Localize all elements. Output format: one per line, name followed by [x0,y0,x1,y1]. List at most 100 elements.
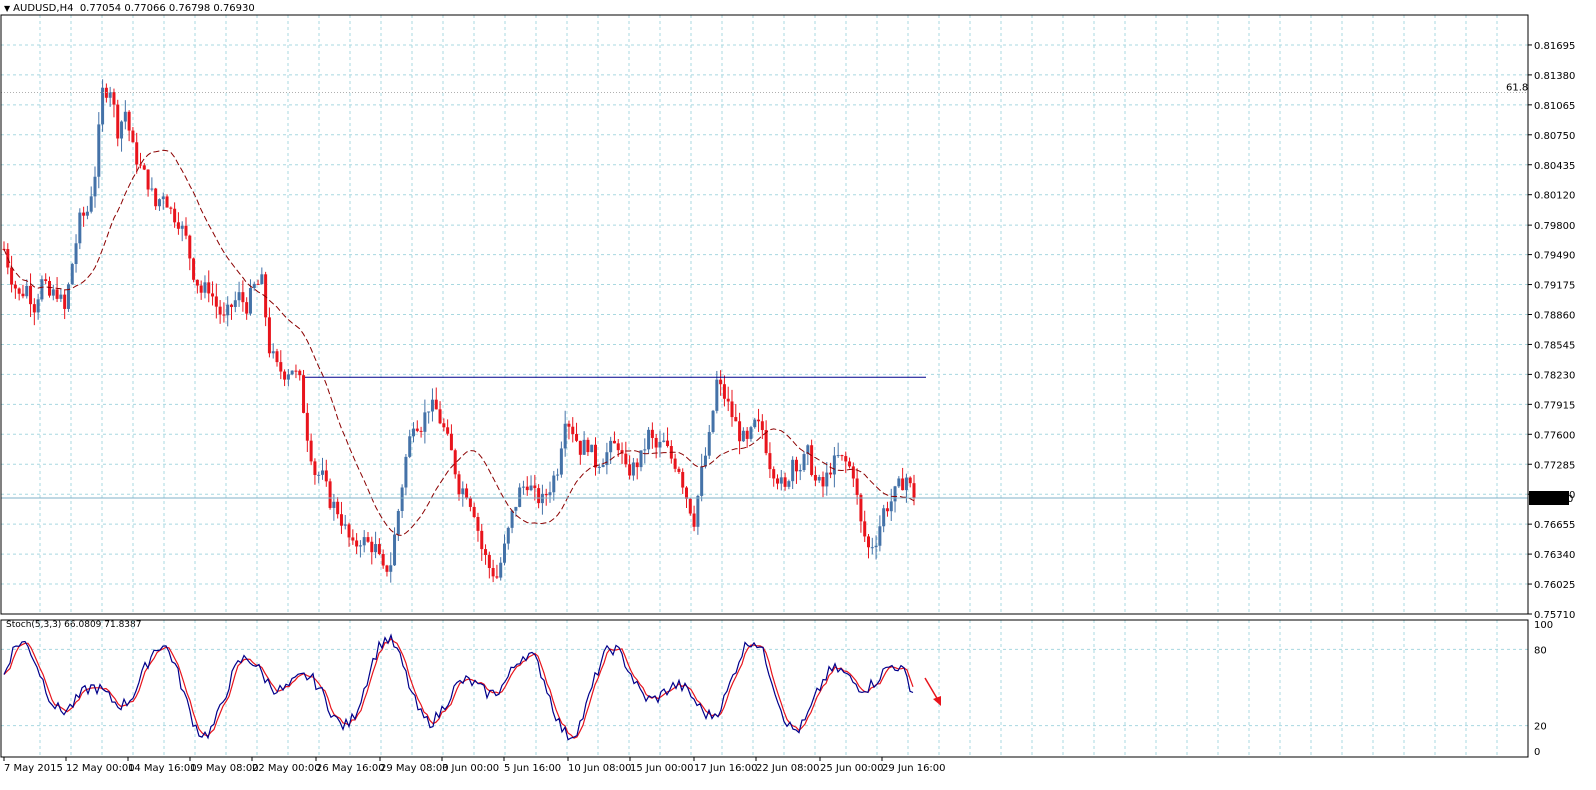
candle-body [700,466,704,496]
current-price-label: 0.76930 [1532,494,1573,505]
price-tick-label: 0.81380 [1534,71,1575,82]
candle-body [351,537,355,541]
candle-body [355,540,359,547]
candle-body [491,568,495,577]
candle-body [662,440,666,442]
candle-body [74,243,78,265]
candle-body [768,453,772,470]
candle-body [855,478,859,495]
candle-body [142,165,146,170]
candle-body [836,455,840,457]
candle-body [639,450,643,468]
candle-body [404,456,408,488]
candle-body [851,466,855,479]
candle-body [821,477,825,487]
candle-body [161,196,165,200]
candle-body [203,282,207,293]
candle-body [59,294,63,299]
candle-body [798,470,802,472]
price-tick-label: 0.77915 [1534,400,1575,411]
candle-body [317,474,321,476]
candle-body [772,469,776,479]
candle-body [685,487,688,499]
candle-body [544,493,548,496]
candle-body [901,478,905,491]
candle-body [506,527,510,544]
down-arrow-icon [924,677,939,701]
fib-61-8-label: 61.8 [1506,82,1528,93]
candle-body [825,472,829,487]
candle-body [893,486,897,502]
candle-body [696,495,700,527]
candle-body [17,288,21,294]
candle-body [870,547,874,549]
candle-body [628,464,632,476]
candle-body [385,565,389,572]
time-label: 26 May 16:00 [316,763,385,774]
candle-body [612,440,616,444]
candle-body [760,421,764,431]
time-label: 7 May 2015 [4,763,63,774]
moving-average-line [3,149,915,536]
candle-body [55,289,59,299]
candle-body [631,462,635,476]
candle-body [753,419,757,428]
candle-body [840,455,844,457]
symbol-label: AUDUSD,H4 [13,3,74,14]
candle-body [681,471,685,488]
candle-body [897,478,901,487]
price-tick-label: 0.76970 [1534,490,1575,501]
collapse-triangle-icon[interactable]: ▼ [4,4,11,13]
candle-body [666,440,670,447]
candle-body [510,510,514,528]
price-tick-label: 0.80120 [1534,191,1575,202]
stoch-tick-label: 80 [1534,645,1547,656]
candle-body [829,472,833,475]
candle-body [521,486,525,488]
candle-body [36,299,40,313]
grid [1,15,1528,757]
candle-body [328,481,332,508]
candle-body [813,474,817,481]
candle-body [586,439,590,453]
candle-body [783,477,787,487]
time-label: 15 Jun 00:00 [630,763,694,774]
candle-body [465,488,469,499]
chart-header: ▼ AUDUSD,H4 0.77054 0.77066 0.76798 0.769… [4,3,255,14]
price-tick-label: 0.79175 [1534,281,1575,292]
stoch-tick-label: 100 [1534,620,1553,631]
candle-body [563,423,567,449]
candle-body [305,412,309,441]
candle-body [248,288,252,314]
candle-body [321,470,324,475]
time-label: 19 May 08:00 [190,763,259,774]
candle-body [275,351,279,363]
candle-body [559,448,563,475]
candle-body [286,374,290,380]
candle-body [252,283,256,289]
candle-body [673,458,677,469]
candle-body [578,440,582,455]
candle-body [453,450,457,475]
candle-body [658,441,662,448]
candle-body [503,543,506,563]
candle-body [552,475,556,493]
time-label: 25 Jun 00:00 [820,763,884,774]
candle-body [874,545,878,548]
candle-body [912,483,916,499]
candle-body [677,468,681,472]
candle-body [298,370,302,376]
candle-body [878,526,882,546]
price-tick-label: 0.77600 [1534,430,1575,441]
price-tick-label: 0.81695 [1534,41,1575,52]
candle-body [343,524,347,526]
price-tick-label: 0.80435 [1534,161,1575,172]
candle-body [867,536,870,548]
candle-body [51,289,55,296]
candle-body [85,211,89,216]
candle-body [260,274,264,285]
candle-body [590,444,594,453]
candle-body [449,433,453,451]
candle-body [848,461,852,467]
